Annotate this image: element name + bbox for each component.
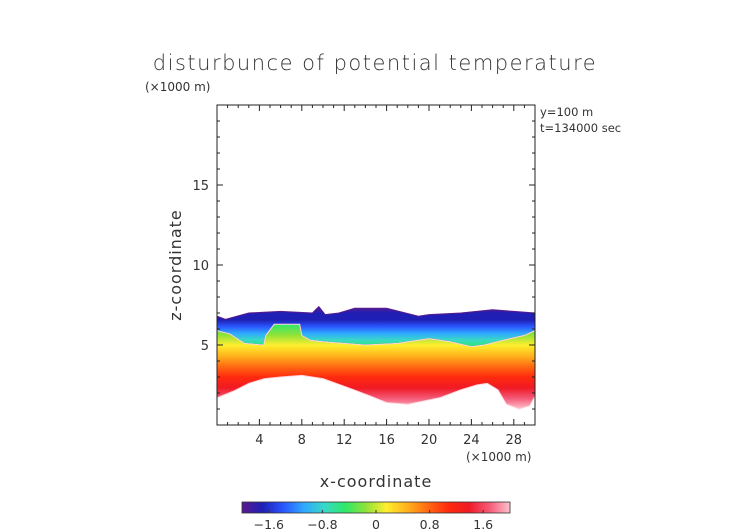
y-tick-label: 15 (192, 179, 209, 194)
contour-fields (217, 306, 535, 410)
x-tick-label: 12 (336, 433, 353, 448)
y-unit-label: (×1000 m) (145, 80, 210, 94)
y-tick-label: 5 (201, 339, 209, 354)
x-unit-label: (×1000 m) (466, 450, 531, 464)
x-tick-label: 16 (378, 433, 395, 448)
axis-ticks: 4 8 12 16 20 24 28 5 10 15 (192, 105, 535, 448)
x-tick-label: 8 (298, 433, 306, 448)
field-region-lower (217, 323, 535, 410)
x-axis-title: x-coordinate (320, 472, 433, 491)
colorbar-tick-label: −0.8 (307, 517, 337, 532)
y-axis-title: z-coordinate (166, 209, 185, 321)
colorbar-tick-label: 0.8 (420, 517, 440, 532)
x-tick-label: 24 (463, 433, 480, 448)
annotation-y: y=100 m (540, 105, 593, 119)
colorbar-tick-label: −1.6 (254, 517, 284, 532)
x-tick-label: 28 (506, 433, 523, 448)
y-tick-label: 10 (192, 259, 209, 274)
colorbar-tick-label: 0 (372, 517, 380, 532)
colorbar-ticks: −1.6 −0.8 0 0.8 1.6 (254, 510, 493, 532)
colorbar-tick-label: 1.6 (473, 517, 493, 532)
x-tick-label: 4 (255, 433, 263, 448)
annotation-t: t=134000 sec (540, 121, 621, 135)
x-tick-label: 20 (421, 433, 438, 448)
chart-title: disturbunce of potential temperature (153, 51, 597, 75)
